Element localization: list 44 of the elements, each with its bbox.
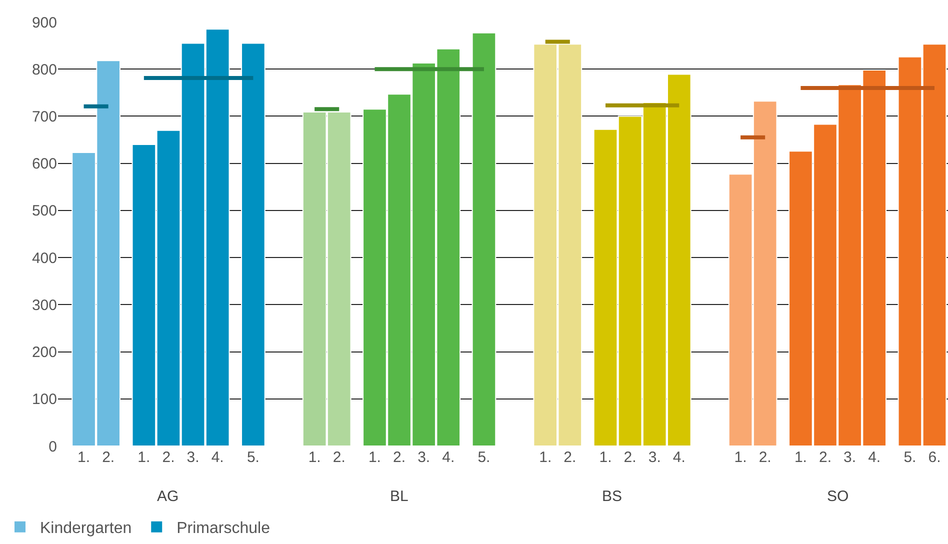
x-tick-label: 3. bbox=[648, 449, 661, 466]
y-tick-label: 700 bbox=[32, 108, 57, 126]
y-tick-label: 0 bbox=[48, 438, 57, 456]
y-tick-label: 400 bbox=[32, 250, 57, 267]
x-tick-label: 4. bbox=[672, 449, 686, 466]
y-tick-label: 300 bbox=[32, 296, 57, 314]
text: BL bbox=[390, 488, 408, 505]
x-tick-label: 2. bbox=[102, 449, 115, 466]
text: SO bbox=[827, 488, 849, 505]
x-tick-label: 2. bbox=[758, 449, 772, 466]
x-tick-label: 5. bbox=[904, 449, 916, 466]
x-tick-label: 1. bbox=[794, 449, 807, 466]
x-tick-label: 1. bbox=[308, 449, 321, 466]
x-tick-label: 1. bbox=[368, 449, 381, 466]
x-tick-label: 1. bbox=[138, 449, 150, 466]
x-tick-label: 1. bbox=[78, 449, 90, 466]
x-tick-label: 6. bbox=[928, 449, 941, 466]
x-tick-label: 2. bbox=[393, 449, 406, 466]
x-tick-label: 2. bbox=[624, 449, 636, 466]
y-tick-label: 100 bbox=[32, 391, 57, 408]
x-tick-label: 1. bbox=[539, 449, 552, 466]
x-tick-label: 5. bbox=[246, 449, 260, 466]
y-tick-label: 900 bbox=[32, 14, 57, 32]
y-tick-label: 800 bbox=[32, 61, 57, 78]
text: AG bbox=[157, 488, 179, 505]
x-tick-label: 4. bbox=[868, 449, 881, 466]
x-tick-label: 5. bbox=[478, 449, 490, 466]
x-tick-label: 3. bbox=[186, 449, 200, 466]
y-tick-label: 200 bbox=[32, 344, 57, 362]
x-tick-label: 3. bbox=[844, 449, 856, 466]
x-tick-label: 2. bbox=[332, 449, 346, 466]
text: BS bbox=[602, 488, 622, 505]
x-tick-label: 4. bbox=[211, 449, 224, 466]
x-tick-label: 4. bbox=[442, 449, 455, 466]
legend-label: Primarschule bbox=[176, 520, 270, 538]
x-tick-label: 2. bbox=[564, 449, 576, 466]
x-tick-label: 2. bbox=[818, 449, 832, 466]
y-tick-label: 600 bbox=[32, 156, 57, 173]
legend-label: Kindergarten bbox=[40, 520, 132, 538]
x-tick-label: 1. bbox=[599, 449, 612, 466]
y-tick-label: 500 bbox=[32, 202, 57, 220]
x-tick-label: 2. bbox=[162, 449, 175, 466]
x-tick-label: 3. bbox=[418, 449, 430, 466]
x-tick-label: 1. bbox=[734, 449, 747, 466]
